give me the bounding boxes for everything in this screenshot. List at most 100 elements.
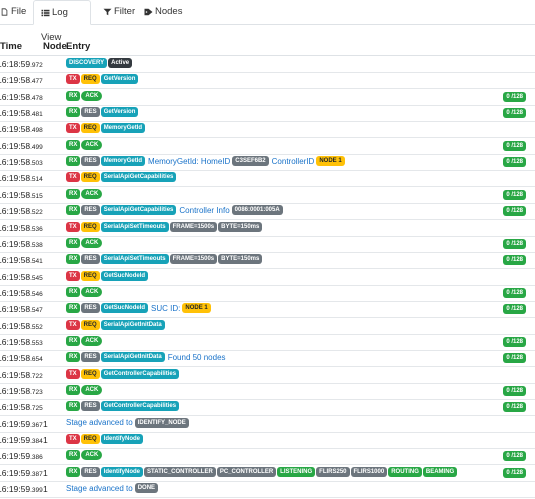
entry-badge: RX	[66, 156, 81, 167]
table-row[interactable]: 16:19:58.503 RX RES MemoryGetId MemoryGetId:…	[0, 154, 535, 172]
entry-badge: IDENTIFY_NODE	[134, 417, 189, 428]
entry-badge: 0086:0001:005A	[231, 205, 283, 216]
entry-badge: BEAMING	[422, 466, 458, 477]
table-row[interactable]: 16:19:58.536 TX REQ SerialApiSetTimeouts FRA…	[0, 220, 535, 237]
entry-badge: DONE	[134, 483, 159, 494]
table-row[interactable]: 16:19:58.538 RX ACK 0 /128	[0, 236, 535, 253]
row-time-ms: .515	[30, 192, 43, 200]
table-row[interactable]: 16:19:59.386 RX ACK 0 /128	[0, 448, 535, 466]
row-time: 16:19:58.552	[0, 321, 43, 331]
row-count-badge: 0 /128	[503, 108, 526, 119]
table-row[interactable]: 16:19:58.552 TX REQ SerialApiGetInitData	[0, 318, 535, 335]
row-entry: RX ACK	[66, 385, 103, 395]
entry-badge: GetVersion	[100, 107, 139, 118]
row-time-ms: .367	[30, 421, 43, 429]
tab-log-view[interactable]: Log View	[33, 0, 91, 43]
row-node: 1	[43, 484, 48, 495]
entry-badge: RX	[66, 401, 81, 412]
row-count-badge: 0 /128	[503, 140, 526, 151]
entry-badge: TX	[66, 368, 80, 379]
table-row[interactable]: 16:19:58.481 RX RES GetVersion 0 /128	[0, 105, 535, 123]
table-row[interactable]: 16:19:58.478 RX ACK 0 /128	[0, 89, 535, 106]
entry-badge: ACK	[81, 90, 103, 101]
row-time-value: 16:18:59	[0, 59, 31, 69]
row-count-badge: 0 /128	[503, 206, 526, 217]
table-row[interactable]: 16:19:59.399 1 Stage advanced to DONE	[0, 481, 535, 499]
entry-badge: REQ	[80, 434, 100, 445]
table-row[interactable]: 16:19:58.498 TX REQ MemoryGetId	[0, 121, 535, 139]
table-row[interactable]: 16:19:58.515 RX ACK 0 /128	[0, 187, 535, 204]
entry-badge: RX	[66, 335, 81, 346]
row-count-badge: 0 /128	[503, 336, 526, 347]
row-time-value: 16:19:58	[0, 336, 31, 347]
table-row[interactable]: 16:19:58.499 RX ACK 0 /128	[0, 138, 535, 155]
row-count-badge: 0 /128	[503, 353, 526, 364]
entry-badge: TX	[66, 123, 80, 134]
table-row[interactable]: 16:19:58.553 RX ACK 0 /128	[0, 334, 535, 351]
entry-badge: RES	[81, 107, 100, 118]
entry-text: Controller Info	[179, 205, 230, 215]
list-icon	[41, 9, 50, 16]
row-time-value: 16:19:58	[0, 108, 31, 119]
table-row[interactable]: 16:19:58.522 RX RES SerialApiGetCapabilitie…	[0, 203, 535, 221]
entry-badge: SerialApiSetTimeouts	[100, 221, 169, 232]
entry-badge: ACK	[81, 286, 103, 297]
entry-badge: REQ	[80, 270, 100, 281]
entry-badge: RX	[66, 237, 81, 248]
row-time-ms: .972	[30, 62, 43, 69]
row-time: 16:19:58.536	[0, 223, 43, 233]
entry-badge: SerialApiGetInitData	[100, 319, 165, 330]
table-row[interactable]: 16:19:58.723 RX ACK 0 /128	[0, 383, 535, 400]
row-time: 16:18:59.972	[0, 59, 43, 69]
row-entry: RX ACK	[66, 90, 103, 101]
row-count-badge: 0 /128	[503, 189, 526, 200]
row-time-value: 16:19:58	[0, 157, 31, 168]
table-row[interactable]: 16:19:59.387 1 RX RES IdentifyNode STATIC_CON…	[0, 465, 535, 482]
entry-badge: RES	[81, 254, 100, 265]
entry-badge: RES	[81, 303, 100, 314]
row-time: 16:19:58.723	[0, 386, 43, 396]
entry-badge: SerialApiSetTimeouts	[100, 254, 169, 265]
entry-badge: GetSucNodeId	[100, 270, 149, 281]
table-row[interactable]: 16:18:59.972 DISCOVERY Active	[0, 56, 535, 73]
tab-nodes[interactable]: Nodes	[140, 0, 185, 24]
table-row[interactable]: 16:19:58.546 RX ACK 0 /128	[0, 285, 535, 302]
table-row[interactable]: 16:19:58.725 RX RES GetControllerCapabiliti…	[0, 399, 535, 417]
table-row[interactable]: 16:19:59.384 1 TX REQ IdentifyNode	[0, 432, 535, 450]
table-row[interactable]: 16:19:58.547 RX RES GetSucNodeId SUC ID: NODE…	[0, 301, 535, 319]
row-entry: RX ACK	[66, 188, 103, 199]
table-row[interactable]: 16:19:58.545 TX REQ GetSucNodeId	[0, 269, 535, 286]
table-row[interactable]: 16:19:58.477 TX REQ GetVersion	[0, 72, 535, 90]
row-entry: Stage advanced to DONE	[66, 483, 159, 494]
row-count-badge: 0 /128	[503, 386, 526, 396]
row-entry: RX ACK	[66, 450, 103, 461]
entry-badge: LISTENING	[277, 466, 316, 477]
row-entry: RX RES GetVersion	[66, 107, 139, 118]
entry-badge: TX	[66, 319, 80, 330]
row-time: 16:19:58.538	[0, 239, 43, 249]
table-row[interactable]: 16:19:58.654 RX RES SerialApiGetInitData Fou…	[0, 350, 535, 368]
row-entry: TX REQ IdentifyNode	[66, 434, 144, 445]
table-row[interactable]: 16:19:58.541 RX RES SerialApiSetTimeouts FRA…	[0, 252, 535, 270]
tab-file[interactable]: File	[0, 0, 30, 24]
tab-filter[interactable]: Filter	[98, 0, 138, 24]
row-entry: RX ACK	[66, 286, 103, 297]
row-entry: TX REQ GetVersion	[66, 74, 139, 85]
entry-badge: RX	[66, 352, 81, 363]
table-row[interactable]: 16:19:58.722 TX REQ GetControllerCapabiliti…	[0, 367, 535, 384]
row-time-ms: .722	[30, 372, 43, 380]
row-time: 16:19:58.522	[0, 206, 43, 216]
entry-text: SUC ID:	[151, 303, 181, 313]
entry-badge: MemoryGetId	[100, 156, 146, 167]
entry-badge: RES	[81, 205, 100, 216]
row-entry: RX RES IdentifyNode STATIC_CONTROLLER PC_CON…	[66, 466, 458, 477]
table-row[interactable]: 16:19:58.514 TX REQ SerialApiGetCapabilitie…	[0, 170, 535, 188]
table-row[interactable]: 16:19:59.367 1 Stage advanced to IDENTIFY_N…	[0, 416, 535, 433]
row-time: 16:19:58.654	[0, 353, 43, 363]
row-time: 16:19:58.478	[0, 92, 43, 102]
row-time-ms: .481	[30, 111, 43, 119]
entry-badge: RX	[66, 303, 81, 314]
row-time-value: 16:19:58	[0, 238, 31, 249]
row-time-value: 16:19:58	[0, 320, 31, 331]
row-time: 16:19:59.384	[0, 435, 43, 445]
